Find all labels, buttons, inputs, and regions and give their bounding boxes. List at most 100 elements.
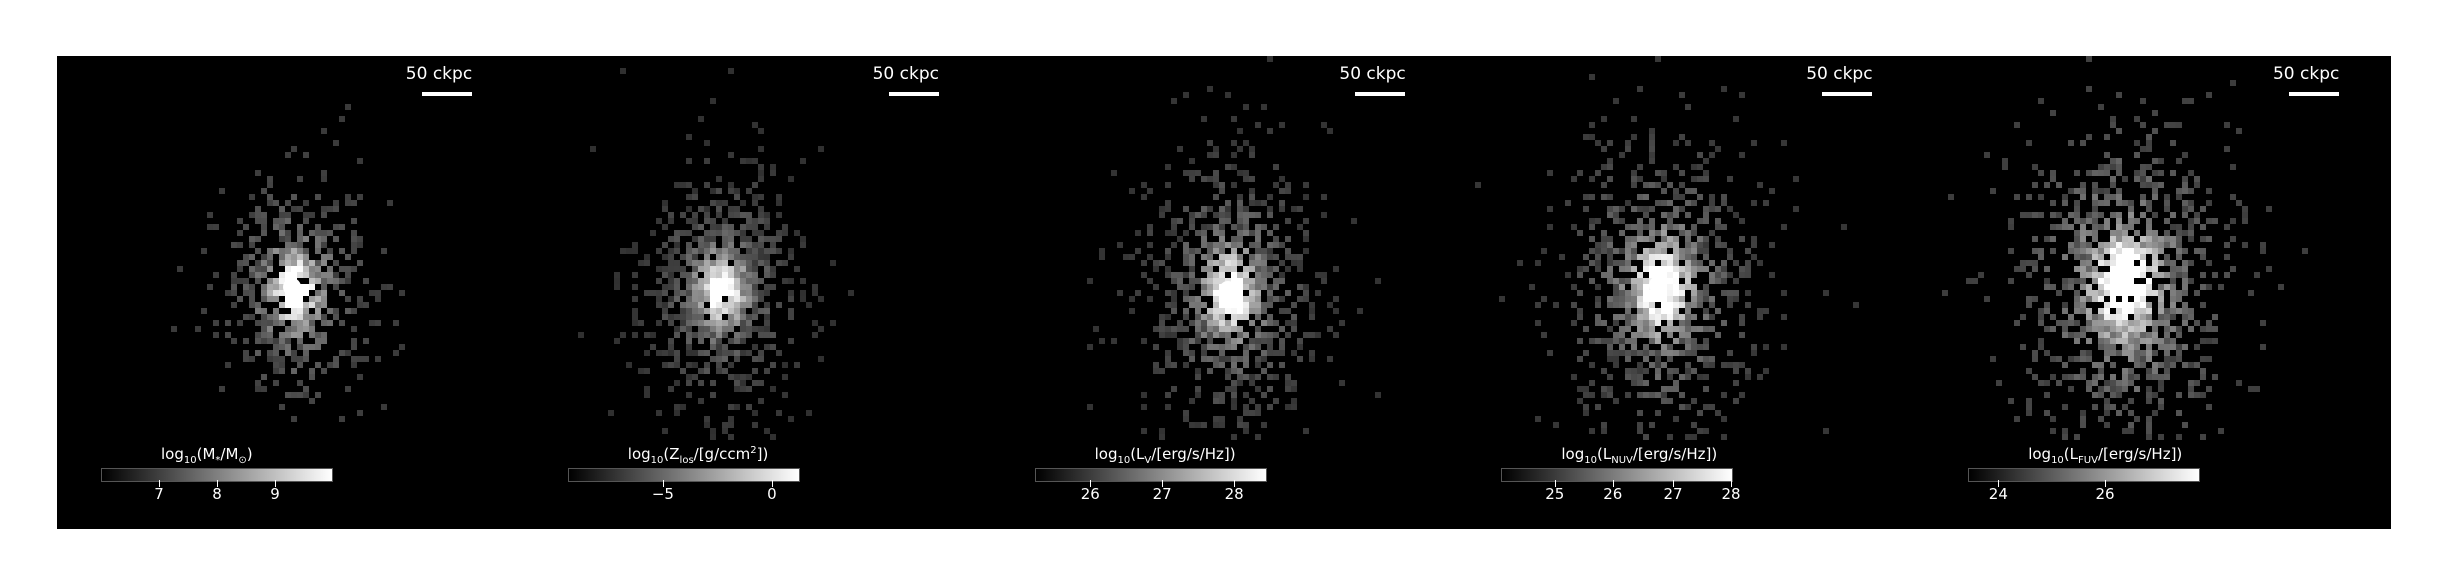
galaxy-pixel bbox=[2050, 236, 2057, 243]
galaxy-pixel bbox=[2110, 325, 2117, 332]
galaxy-pixel bbox=[1242, 104, 1249, 111]
galaxy-pixel bbox=[2008, 397, 2015, 404]
galaxy-pixel bbox=[2086, 86, 2093, 93]
galaxy-pixel bbox=[2146, 391, 2153, 398]
galaxy-pixel bbox=[2128, 260, 2135, 267]
galaxy-pixel bbox=[745, 331, 752, 338]
galaxy-pixel bbox=[847, 290, 854, 296]
galaxy-pixel bbox=[1685, 200, 1692, 207]
galaxy-pixel bbox=[2110, 236, 2117, 243]
galaxy-pixel bbox=[2116, 164, 2123, 171]
galaxy-pixel bbox=[1613, 248, 1620, 255]
galaxy-pixel bbox=[1721, 433, 1728, 440]
galaxy-pixel bbox=[2188, 361, 2195, 368]
galaxy-pixel bbox=[260, 373, 267, 380]
galaxy-pixel bbox=[2182, 206, 2189, 213]
galaxy-pixel bbox=[1691, 230, 1698, 237]
galaxy-pixel bbox=[2254, 272, 2261, 279]
colorbar-tick bbox=[1673, 480, 1675, 487]
galaxy-pixel bbox=[1212, 295, 1219, 302]
galaxy-pixel bbox=[709, 319, 716, 326]
galaxy-pixel bbox=[733, 254, 740, 261]
galaxy-pixel bbox=[1673, 140, 1680, 147]
galaxy-pixel bbox=[2110, 290, 2117, 296]
galaxy-pixel bbox=[1661, 295, 1668, 302]
galaxy-pixel bbox=[2050, 284, 2057, 290]
galaxy-pixel bbox=[1643, 331, 1650, 338]
galaxy-pixel bbox=[709, 242, 716, 249]
galaxy-pixel bbox=[1188, 319, 1195, 326]
galaxy-pixel bbox=[1182, 337, 1189, 344]
galaxy-pixel bbox=[1577, 397, 1584, 404]
galaxy-pixel bbox=[1673, 367, 1680, 374]
galaxy-pixel bbox=[2260, 248, 2267, 255]
galaxy-pixel bbox=[1284, 188, 1291, 195]
galaxy-pixel bbox=[1254, 409, 1261, 416]
galaxy-pixel bbox=[278, 260, 285, 267]
galaxy-pixel bbox=[1266, 319, 1273, 326]
galaxy-pixel bbox=[1110, 170, 1117, 177]
galaxy-pixel bbox=[1194, 373, 1201, 380]
galaxy-pixel bbox=[212, 319, 219, 326]
galaxy-pixel bbox=[1212, 230, 1219, 237]
galaxy-pixel bbox=[1649, 421, 1656, 428]
galaxy-pixel bbox=[2176, 325, 2183, 332]
galaxy-pixel bbox=[302, 272, 309, 279]
galaxy-pixel bbox=[727, 284, 734, 290]
galaxy-pixel bbox=[1302, 236, 1309, 243]
galaxy-pixel bbox=[2170, 260, 2177, 267]
galaxy-pixel bbox=[1631, 248, 1638, 255]
galaxy-pixel bbox=[302, 266, 309, 273]
galaxy-pixel bbox=[1200, 266, 1207, 273]
galaxy-pixel bbox=[661, 361, 668, 368]
galaxy-pixel bbox=[703, 218, 710, 225]
galaxy-pixel bbox=[248, 272, 255, 279]
galaxy-pixel bbox=[1631, 236, 1638, 243]
galaxy-pixel bbox=[2116, 212, 2123, 219]
galaxy-pixel bbox=[1655, 391, 1662, 398]
galaxy-pixel bbox=[733, 403, 740, 410]
galaxy-pixel bbox=[1086, 278, 1093, 285]
galaxy-pixel bbox=[1661, 176, 1668, 183]
galaxy-pixel bbox=[1266, 128, 1273, 135]
galaxy-pixel bbox=[308, 284, 315, 290]
galaxy-pixel bbox=[1601, 385, 1608, 392]
galaxy-pixel bbox=[2116, 385, 2123, 392]
galaxy-pixel bbox=[703, 421, 710, 428]
galaxy-pixel bbox=[733, 230, 740, 237]
galaxy-pixel bbox=[1721, 200, 1728, 207]
galaxy-pixel bbox=[1254, 254, 1261, 261]
galaxy-pixel bbox=[272, 284, 279, 290]
galaxy-pixel bbox=[1763, 367, 1770, 374]
galaxy-pixel bbox=[1673, 212, 1680, 219]
galaxy-pixel bbox=[2122, 200, 2129, 207]
galaxy-pixel bbox=[637, 319, 644, 326]
galaxy-pixel bbox=[715, 313, 722, 320]
galaxy-pixel bbox=[1984, 295, 1991, 302]
galaxy-pixel bbox=[1374, 278, 1381, 285]
galaxy-pixel bbox=[733, 373, 740, 380]
galaxy-pixel bbox=[2086, 295, 2093, 302]
galaxy-pixel bbox=[1703, 158, 1710, 165]
galaxy-pixel bbox=[1631, 134, 1638, 141]
galaxy-pixel bbox=[1260, 266, 1267, 273]
galaxy-pixel bbox=[1188, 337, 1195, 344]
galaxy-pixel bbox=[1637, 373, 1644, 380]
galaxy-pixel bbox=[1224, 278, 1231, 285]
galaxy-pixel bbox=[1679, 290, 1686, 296]
galaxy-pixel bbox=[2068, 313, 2075, 320]
galaxy-pixel bbox=[1637, 218, 1644, 225]
galaxy-pixel bbox=[1667, 343, 1674, 350]
galaxy-pixel bbox=[2122, 367, 2129, 374]
galaxy-pixel bbox=[715, 176, 722, 183]
galaxy-pixel bbox=[302, 385, 309, 392]
galaxy-pixel bbox=[1212, 343, 1219, 350]
galaxy-pixel bbox=[2218, 284, 2225, 290]
galaxy-pixel bbox=[1272, 295, 1279, 302]
galaxy-pixel bbox=[1266, 349, 1273, 356]
galaxy-pixel bbox=[1667, 349, 1674, 356]
galaxy-pixel bbox=[1745, 260, 1752, 267]
galaxy-pixel bbox=[350, 343, 357, 350]
galaxy-pixel bbox=[2164, 361, 2171, 368]
galaxy-pixel bbox=[2128, 349, 2135, 356]
